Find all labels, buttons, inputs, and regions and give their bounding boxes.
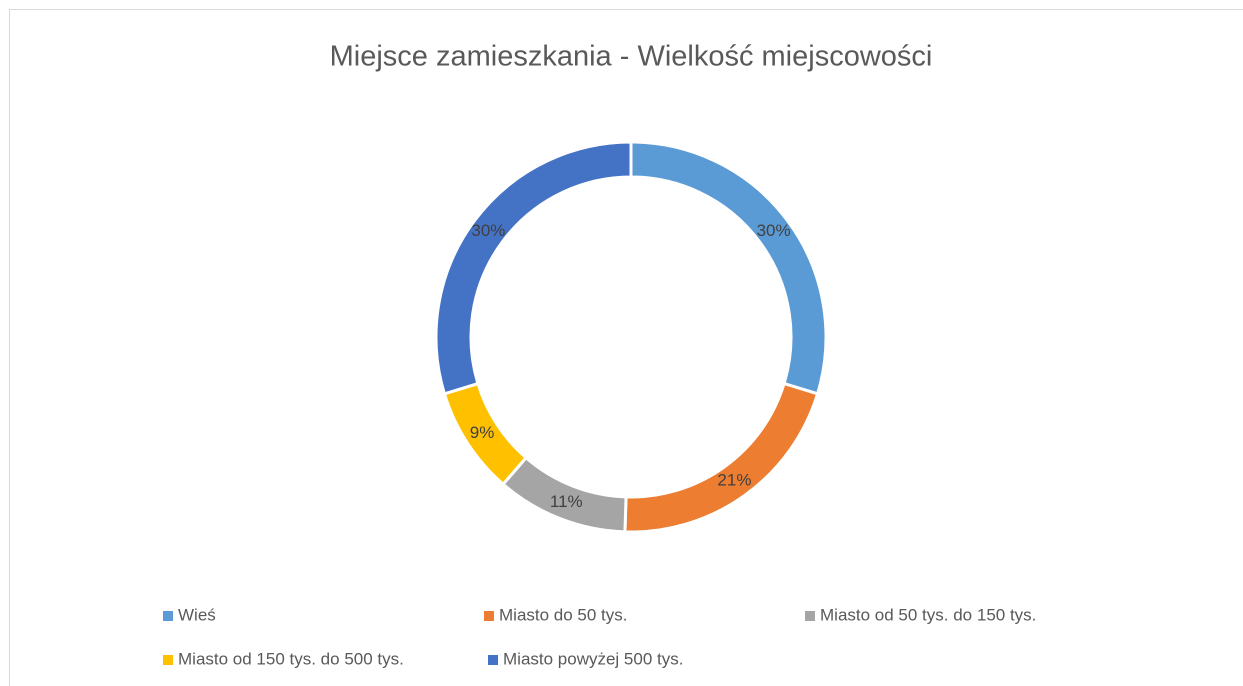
chart-title: Miejsce zamieszkania - Wielkość miejscow… <box>330 41 933 73</box>
data-label: 9% <box>470 423 495 442</box>
legend-label: Miasto powyżej 500 tys. <box>503 649 683 668</box>
legend-label: Miasto do 50 tys. <box>499 605 628 624</box>
donut-segment <box>434 140 633 396</box>
legend-label: Wieś <box>178 605 216 624</box>
legend-swatch <box>484 611 494 621</box>
chart-area <box>9 9 1243 686</box>
data-label: 30% <box>471 221 505 240</box>
legend-swatch <box>163 655 173 665</box>
data-label: 30% <box>757 221 791 240</box>
legend-label: Miasto od 50 tys. do 150 tys. <box>820 605 1036 624</box>
legend-label: Miasto od 150 tys. do 500 tys. <box>178 649 404 668</box>
data-label: 11% <box>550 492 583 511</box>
legend-swatch <box>805 611 815 621</box>
legend-swatch <box>163 611 173 621</box>
data-label: 21% <box>717 471 751 490</box>
legend-swatch <box>488 655 498 665</box>
